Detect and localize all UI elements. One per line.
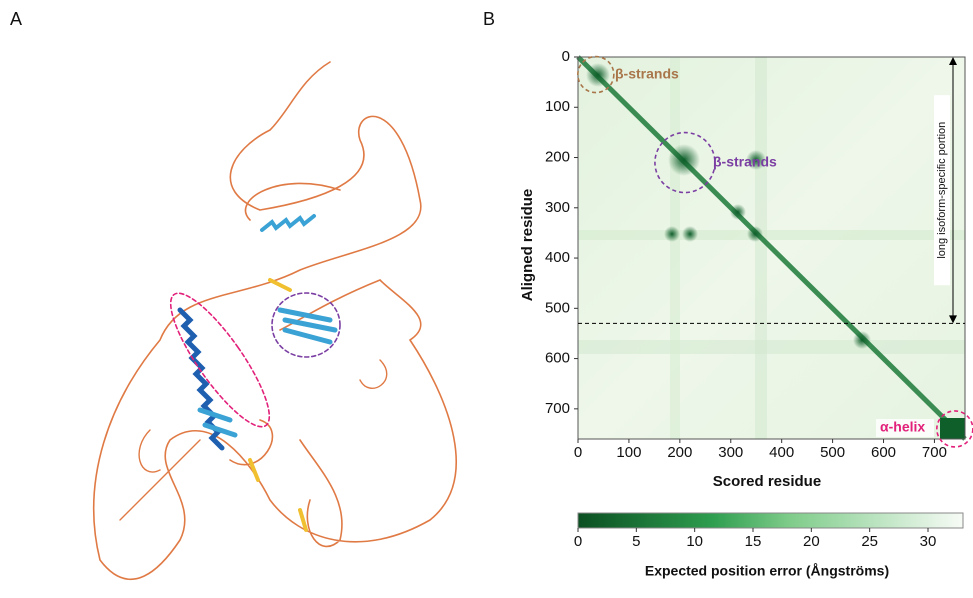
x-tick-label: 200: [667, 444, 692, 461]
x-tick-label: 700: [922, 444, 947, 461]
y-tick-label: 300: [545, 199, 570, 216]
x-tick-label: 0: [574, 444, 582, 461]
x-tick-label: 500: [820, 444, 845, 461]
x-tick-label: 400: [769, 444, 794, 461]
y-tick-label: 400: [545, 249, 570, 266]
y-tick-label: 700: [545, 400, 570, 417]
heatmap-image: [576, 55, 967, 441]
y-tick-label: 0: [562, 48, 570, 65]
colorbar-tick-label: 15: [745, 533, 762, 550]
y-tick-label: 100: [545, 98, 570, 115]
colorbar: [577, 512, 964, 529]
annotation-circle: [577, 55, 615, 94]
y-axis-label: Aligned residue: [519, 189, 536, 302]
colorbar-label: Expected position error (Ångströms): [645, 563, 889, 579]
annotation: β-strands: [713, 154, 777, 170]
x-tick-label: 600: [871, 444, 896, 461]
x-tick-label: 100: [616, 444, 641, 461]
annotation: β-strands: [615, 66, 679, 82]
colorbar-tick-label: 25: [861, 533, 878, 550]
label-bg: [934, 95, 950, 286]
annotation-circle: [654, 131, 716, 194]
panel-label: A: [10, 9, 22, 29]
y-tick-label: 500: [545, 299, 570, 316]
protein-structure: [93, 61, 457, 581]
colorbar-tick-label: 30: [920, 533, 937, 550]
colorbar-tick-label: 5: [632, 533, 640, 550]
span-label: long isoform-specific portion: [936, 122, 948, 259]
label-bg: [876, 419, 934, 437]
colorbar-tick-label: 0: [574, 533, 582, 550]
annotation: α-helix: [880, 419, 925, 435]
colorbar-tick-label: 20: [803, 533, 820, 550]
panel-label: B: [483, 9, 495, 29]
y-tick-label: 600: [545, 350, 570, 367]
x-tick-label: 300: [718, 444, 743, 461]
x-axis-label: Scored residue: [713, 473, 821, 490]
colorbar-tick-label: 10: [686, 533, 703, 550]
plot-frame: [577, 56, 966, 440]
y-tick-label: 200: [545, 148, 570, 165]
